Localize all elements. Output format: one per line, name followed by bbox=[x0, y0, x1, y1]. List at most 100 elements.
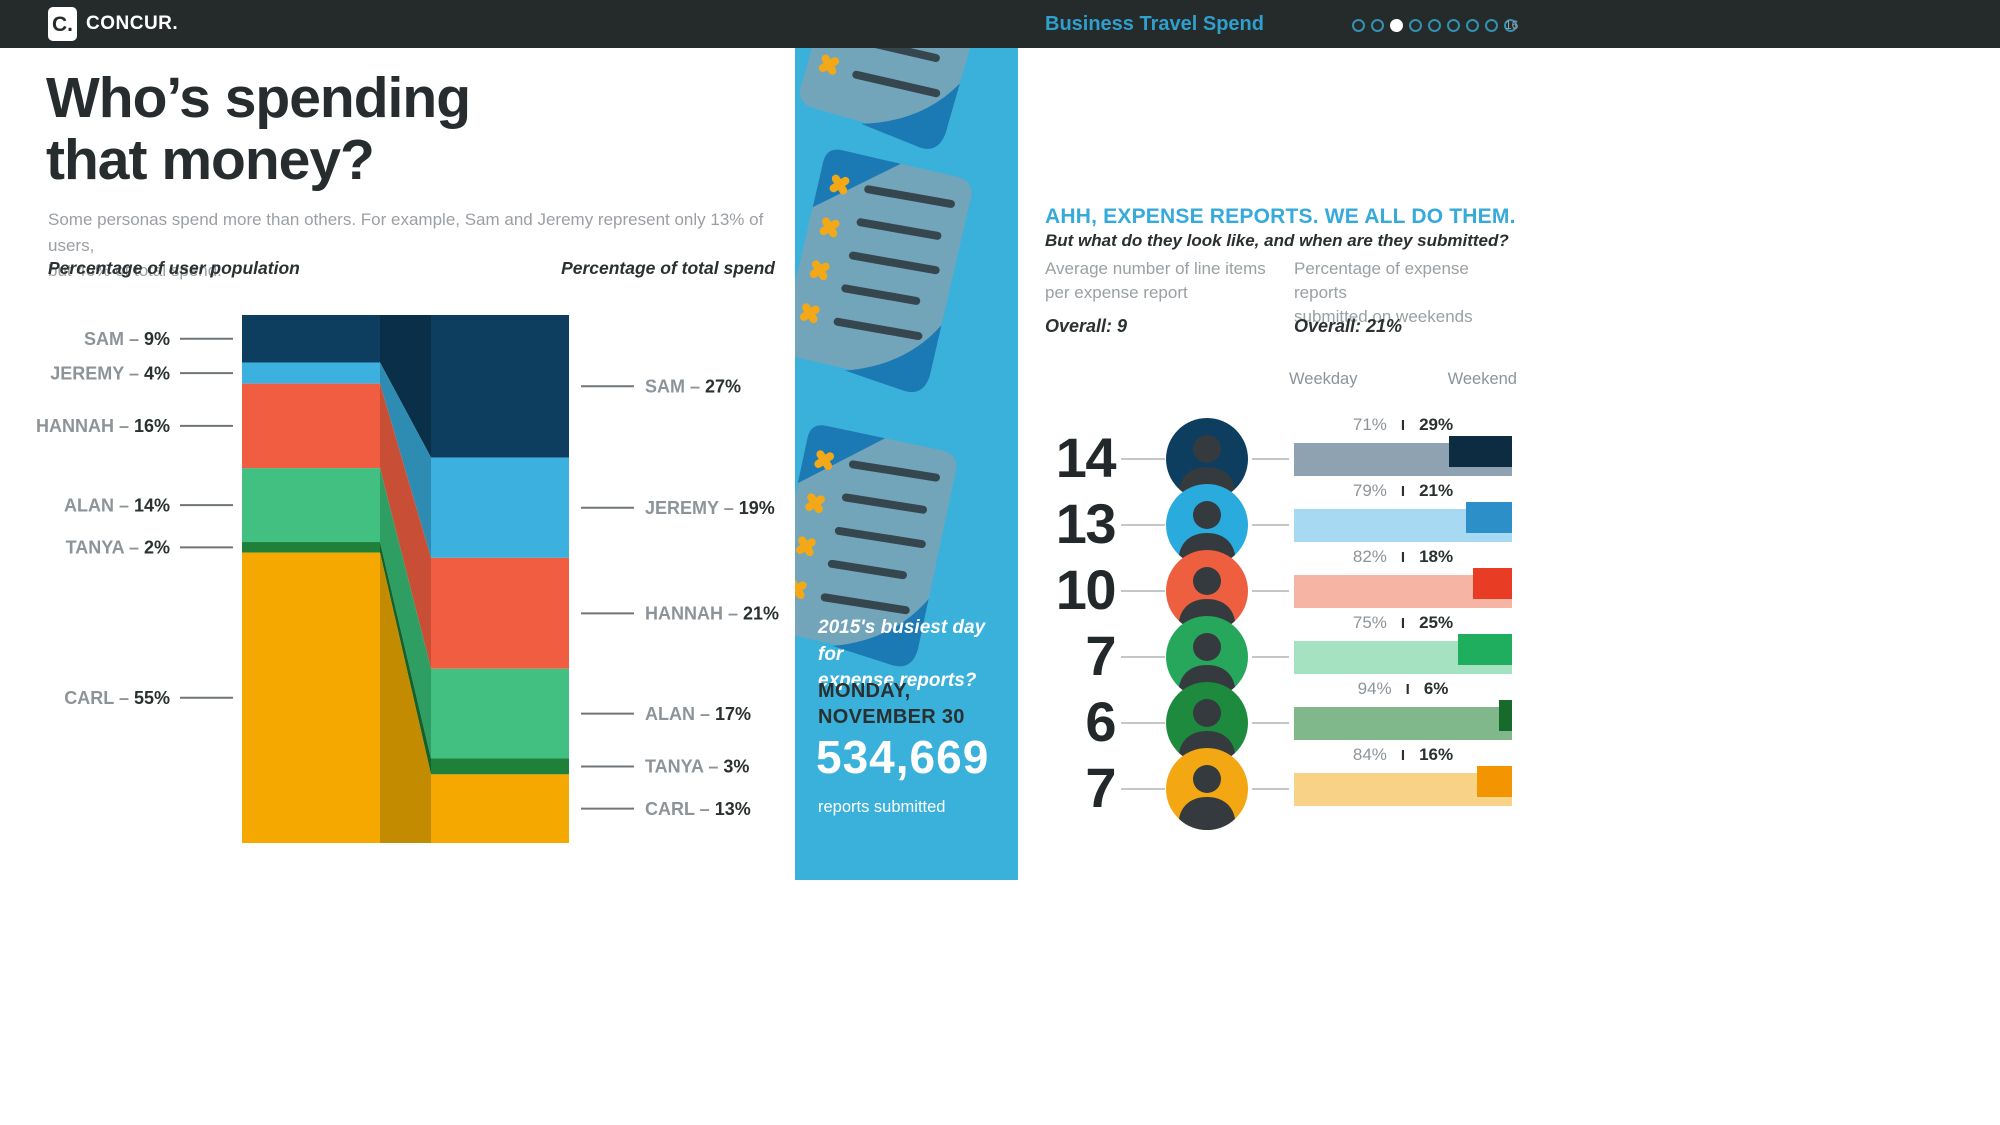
weekday-weekend-values: 75% I 25% bbox=[1294, 613, 1512, 633]
slope-band-alan bbox=[380, 468, 431, 759]
top-bar: C. CONCUR. Business Travel Spend 16 bbox=[0, 0, 2000, 48]
receipts-column: 2015's busiest day for expense reports? … bbox=[795, 48, 1018, 880]
persona-row-alan: 7 75% I 25% bbox=[1045, 613, 1517, 699]
weekday-pct: 75% bbox=[1352, 613, 1387, 632]
connector-line bbox=[1252, 788, 1289, 790]
weekend-pct: 18% bbox=[1419, 547, 1454, 566]
spend-label-hannah: HANNAH – 21% bbox=[645, 604, 779, 624]
busiest-day-question: 2015's busiest day for expense reports? bbox=[818, 617, 986, 692]
population-label-jeremy: JEREMY – 4% bbox=[50, 363, 170, 383]
weekend-share-bar bbox=[1294, 634, 1512, 674]
page-number: 16 bbox=[1505, 18, 1519, 32]
weekend-pct: 29% bbox=[1419, 415, 1454, 434]
weekend-share-bar bbox=[1294, 502, 1512, 542]
persona-row-tanya: 6 94% I 6% bbox=[1045, 679, 1517, 765]
connector-line bbox=[1252, 656, 1289, 658]
connector-line bbox=[1252, 722, 1289, 724]
weekend-pct: 6% bbox=[1423, 679, 1449, 698]
pagination-dot[interactable] bbox=[1371, 19, 1384, 32]
weekday-weekend-values: 79% I 21% bbox=[1294, 481, 1512, 501]
pagination-dot[interactable] bbox=[1352, 19, 1365, 32]
weekday-weekend-values: 71% I 29% bbox=[1294, 415, 1512, 435]
line-items-count: 13 bbox=[1055, 492, 1117, 555]
persona-row-sam: 14 71% I 29% bbox=[1045, 415, 1517, 501]
concur-logo-icon: C. bbox=[48, 7, 77, 41]
panel-heading: AHH, EXPENSE REPORTS. WE ALL DO THEM. bbox=[1045, 205, 1516, 228]
weekend-bar-segment bbox=[1498, 700, 1512, 731]
axis-label-population: Percentage of user population bbox=[48, 258, 300, 278]
weekday-pct: 71% bbox=[1352, 415, 1387, 434]
weekday-bar-segment bbox=[1294, 707, 1512, 740]
pagination-dot[interactable] bbox=[1447, 19, 1460, 32]
population-segment-jeremy bbox=[242, 362, 380, 384]
persona-rows: 14 71% I 29% 13 bbox=[1045, 415, 1517, 831]
connector-line bbox=[1121, 656, 1165, 658]
weekday-weekend-header: Weekday Weekend bbox=[1289, 370, 1517, 389]
weekend-share-bar bbox=[1294, 700, 1512, 740]
connector-line bbox=[1252, 590, 1289, 592]
spend-segment-hannah bbox=[431, 557, 569, 669]
divider-mark: I bbox=[1400, 417, 1406, 434]
slope-band-hannah bbox=[380, 383, 431, 669]
divider-mark: I bbox=[1400, 483, 1406, 500]
spend-label-jeremy: JEREMY – 19% bbox=[645, 498, 775, 518]
weekend-bar-segment bbox=[1477, 766, 1512, 797]
connector-line bbox=[1121, 722, 1165, 724]
pagination-dot[interactable] bbox=[1466, 19, 1479, 32]
weekend-bar-segment bbox=[1448, 436, 1512, 467]
receipt-icon-top bbox=[795, 48, 1001, 154]
weekend-share-bar bbox=[1294, 436, 1512, 476]
weekend-pct: 25% bbox=[1419, 613, 1454, 632]
slope-band-tanya bbox=[380, 542, 431, 775]
spend-segment-sam bbox=[431, 315, 569, 458]
line-items-count: 14 bbox=[1055, 426, 1117, 489]
pagination-dot[interactable] bbox=[1504, 19, 1517, 32]
population-segment-carl bbox=[242, 552, 380, 843]
page-title: Who’s spending that money? bbox=[46, 66, 471, 192]
line-items-column-label: Average number of line items per expense… bbox=[1045, 259, 1266, 302]
pagination-dot-active[interactable] bbox=[1390, 19, 1403, 32]
connector-line bbox=[1252, 524, 1289, 526]
connector-line bbox=[1121, 788, 1165, 790]
overall-weekend-pct: Overall: 21% bbox=[1294, 316, 1403, 336]
population-segment-alan bbox=[242, 468, 380, 543]
spend-segment-tanya bbox=[431, 758, 569, 775]
divider-mark: I bbox=[1400, 549, 1406, 566]
slide-title: Business Travel Spend bbox=[1045, 13, 1264, 35]
weekday-pct: 82% bbox=[1352, 547, 1387, 566]
receipt-icon-middle bbox=[795, 146, 975, 396]
weekend-bar-segment bbox=[1457, 634, 1512, 665]
line-items-count: 6 bbox=[1085, 690, 1116, 753]
weekday-weekend-values: 82% I 18% bbox=[1294, 547, 1512, 567]
intro-paragraph: Some personas spend more than others. Fo… bbox=[48, 210, 764, 280]
weekend-pct: 16% bbox=[1419, 745, 1454, 764]
weekday-weekend-values: 84% I 16% bbox=[1294, 745, 1512, 765]
population-label-sam: SAM – 9% bbox=[84, 329, 170, 349]
weekend-pct: 21% bbox=[1419, 481, 1454, 500]
line-items-count: 7 bbox=[1085, 756, 1116, 819]
pagination-dot[interactable] bbox=[1428, 19, 1441, 32]
connector-line bbox=[1121, 590, 1165, 592]
population-label-hannah: HANNAH – 16% bbox=[36, 416, 170, 436]
population-segment-tanya bbox=[242, 542, 380, 553]
slope-band-sam bbox=[380, 315, 431, 458]
weekday-pct: 94% bbox=[1357, 679, 1392, 698]
overall-line-items: Overall: 9 bbox=[1045, 316, 1128, 336]
population-segment-sam bbox=[242, 315, 380, 363]
weekday-pct: 84% bbox=[1352, 745, 1387, 764]
divider-mark: I bbox=[1400, 615, 1406, 632]
connector-line bbox=[1252, 458, 1289, 460]
persona-slope-chart: SAM – 9% SAM – 27% JEREMY – 4% JEREMY – 19%… bbox=[36, 315, 779, 843]
pagination-dot[interactable] bbox=[1409, 19, 1422, 32]
panel-subheading: But what do they look like, and when are… bbox=[1045, 231, 1509, 250]
pagination-dots[interactable] bbox=[1352, 19, 1517, 32]
population-label-alan: ALAN – 14% bbox=[64, 495, 170, 515]
logo-wordmark: CONCUR. bbox=[86, 13, 179, 34]
spend-segment-alan bbox=[431, 668, 569, 759]
population-segment-hannah bbox=[242, 383, 380, 469]
weekday-pct: 79% bbox=[1352, 481, 1387, 500]
divider-mark: I bbox=[1400, 747, 1406, 764]
weekend-share-bar bbox=[1294, 766, 1512, 806]
pagination-dot[interactable] bbox=[1485, 19, 1498, 32]
slope-band-carl bbox=[380, 552, 431, 843]
